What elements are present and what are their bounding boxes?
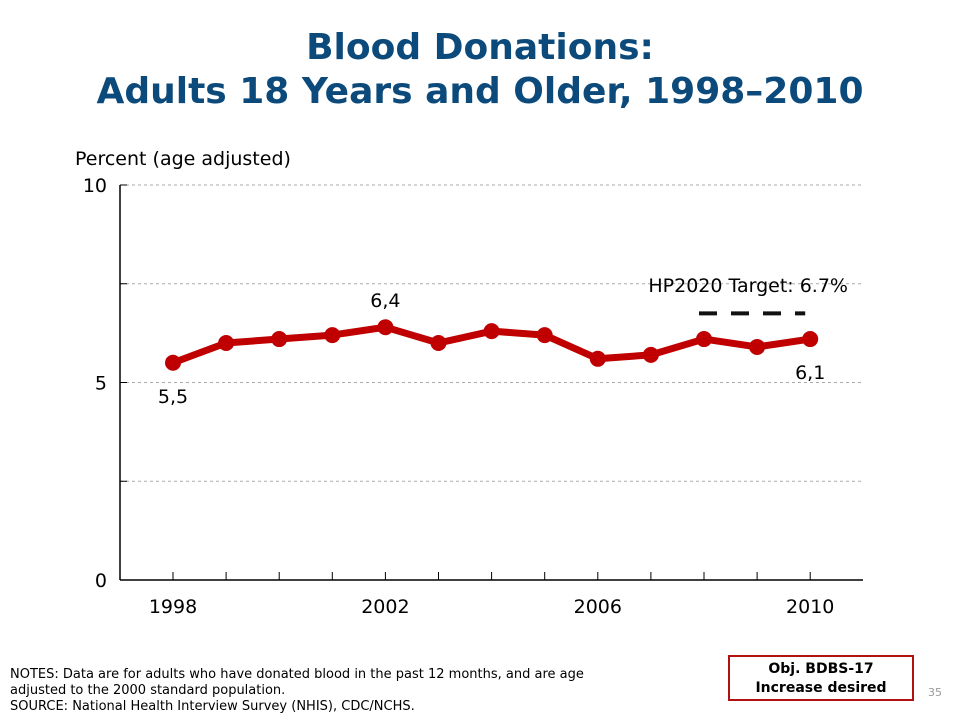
- data-point: [165, 354, 181, 371]
- data-point: [589, 350, 606, 367]
- notes-line-2: adjusted to the 2000 standard population…: [10, 683, 286, 698]
- notes: NOTES: Data are for adults who have dona…: [10, 667, 690, 715]
- title-line-2: Adults 18 Years and Older, 1998–2010: [96, 71, 864, 112]
- title-line-1: Blood Donations:: [306, 27, 654, 68]
- y-axis-label: Percent (age adjusted): [75, 148, 291, 170]
- data-point: [324, 327, 341, 344]
- data-point: [802, 331, 819, 348]
- data-point: [483, 323, 500, 340]
- data-label: 6,4: [370, 290, 400, 312]
- data-point: [430, 335, 447, 351]
- data-point: [218, 335, 235, 351]
- data-label: 5,5: [158, 386, 188, 408]
- notes-line-1: NOTES: Data are for adults who have dona…: [10, 667, 584, 682]
- x-tick-label: 1998: [149, 596, 197, 618]
- objective-id: Obj. BDBS-17: [768, 661, 874, 677]
- y-tick-label: 10: [83, 175, 107, 197]
- data-point: [749, 338, 766, 355]
- slide-title: Blood Donations: Adults 18 Years and Old…: [0, 26, 960, 114]
- y-tick-label: 0: [95, 570, 107, 592]
- data-point: [536, 327, 553, 344]
- data-point: [377, 319, 394, 336]
- y-tick-label: 5: [95, 373, 107, 395]
- x-tick-label: 2002: [361, 596, 409, 618]
- objective-box: Obj. BDBS-17 Increase desired: [728, 655, 914, 701]
- target-label: HP2020 Target: 6.7%: [648, 275, 848, 297]
- x-tick-label: 2006: [574, 596, 622, 618]
- data-point: [642, 346, 659, 363]
- line-chart: 0 5 10 1998 2002 2006 2010 Percent (age adjuste…: [75, 148, 863, 618]
- x-tick-label: 2010: [786, 596, 834, 618]
- objective-direction: Increase desired: [755, 680, 887, 696]
- data-point: [271, 331, 288, 348]
- data-label: 6,1: [795, 362, 825, 384]
- data-point: [696, 331, 712, 348]
- page-number: 35: [928, 686, 942, 699]
- source-line: SOURCE: National Health Interview Survey…: [10, 699, 415, 714]
